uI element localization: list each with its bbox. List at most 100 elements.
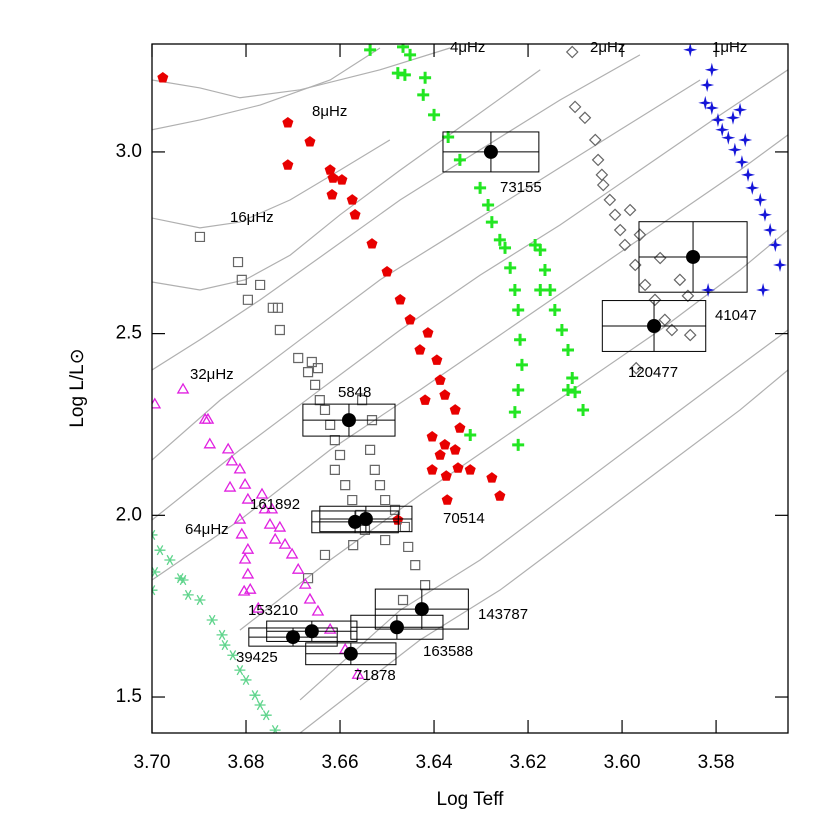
point — [293, 352, 304, 364]
point — [380, 494, 391, 506]
point — [434, 374, 446, 385]
point — [595, 168, 609, 182]
point — [164, 554, 176, 566]
track-line — [239, 229, 788, 631]
point — [274, 324, 285, 336]
point — [508, 284, 521, 297]
point — [653, 251, 667, 265]
point — [715, 122, 730, 137]
point — [325, 419, 336, 430]
point — [302, 573, 314, 584]
star-point — [483, 144, 498, 159]
point — [493, 233, 506, 246]
point — [177, 574, 189, 586]
point — [240, 674, 252, 686]
point — [319, 549, 331, 561]
point — [397, 594, 409, 606]
point — [508, 406, 521, 419]
point — [701, 283, 716, 298]
point — [348, 540, 359, 551]
point — [398, 68, 411, 81]
point — [278, 537, 292, 549]
point — [665, 323, 679, 337]
point — [426, 464, 438, 475]
point — [569, 386, 582, 399]
point — [673, 273, 687, 287]
point — [442, 131, 455, 144]
point — [683, 328, 697, 342]
point — [366, 415, 378, 426]
point — [548, 304, 561, 317]
star-label: 41047 — [715, 307, 757, 324]
point — [206, 614, 218, 626]
point — [629, 361, 643, 375]
point — [721, 130, 736, 145]
point — [515, 358, 528, 371]
point — [291, 562, 305, 574]
point — [194, 594, 206, 606]
point — [428, 108, 441, 121]
frequency-label: 8μHz — [312, 103, 347, 120]
point — [494, 490, 506, 501]
point — [420, 580, 431, 591]
point — [608, 208, 622, 222]
point — [260, 710, 272, 721]
track-line — [152, 139, 391, 229]
point — [329, 464, 340, 475]
point — [399, 521, 410, 533]
point — [268, 532, 282, 544]
star-label: 73155 — [500, 179, 542, 196]
point — [269, 725, 281, 733]
point — [464, 429, 477, 442]
point — [273, 520, 287, 532]
point — [485, 216, 498, 229]
point — [439, 389, 451, 400]
point — [414, 344, 426, 355]
frequency-label: 16μHz — [230, 209, 274, 226]
point — [603, 193, 617, 207]
point — [336, 174, 348, 185]
point — [391, 67, 404, 80]
point — [319, 404, 331, 416]
point — [753, 192, 768, 207]
star-point — [343, 646, 358, 661]
star-label: 71878 — [354, 667, 396, 684]
point — [529, 238, 542, 251]
point — [242, 294, 253, 305]
point — [374, 480, 386, 491]
point — [194, 231, 206, 243]
point — [623, 203, 637, 217]
point — [219, 639, 231, 651]
point — [351, 667, 365, 679]
point — [440, 470, 452, 481]
point — [265, 502, 279, 514]
track-line — [152, 69, 541, 291]
point — [417, 88, 430, 101]
point — [698, 95, 713, 110]
point — [249, 690, 261, 701]
point — [562, 383, 575, 396]
point — [683, 44, 698, 57]
point — [365, 444, 376, 456]
point — [254, 699, 266, 711]
point — [426, 431, 438, 442]
point — [710, 112, 725, 127]
point — [452, 462, 464, 473]
star-label: 161892 — [250, 496, 300, 513]
point — [419, 71, 432, 84]
star-point — [389, 620, 404, 635]
star-point — [647, 318, 662, 333]
point — [512, 304, 525, 317]
point — [255, 487, 269, 499]
star-point — [304, 624, 319, 639]
star-point — [348, 514, 363, 529]
frequency-label: 1μHz — [712, 39, 747, 56]
point — [704, 62, 719, 77]
frequency-label: 32μHz — [190, 366, 234, 383]
frequency-label: 64μHz — [185, 521, 229, 538]
point — [745, 180, 760, 195]
point — [734, 155, 749, 170]
point — [157, 72, 169, 83]
point — [238, 552, 252, 564]
point — [324, 164, 336, 175]
